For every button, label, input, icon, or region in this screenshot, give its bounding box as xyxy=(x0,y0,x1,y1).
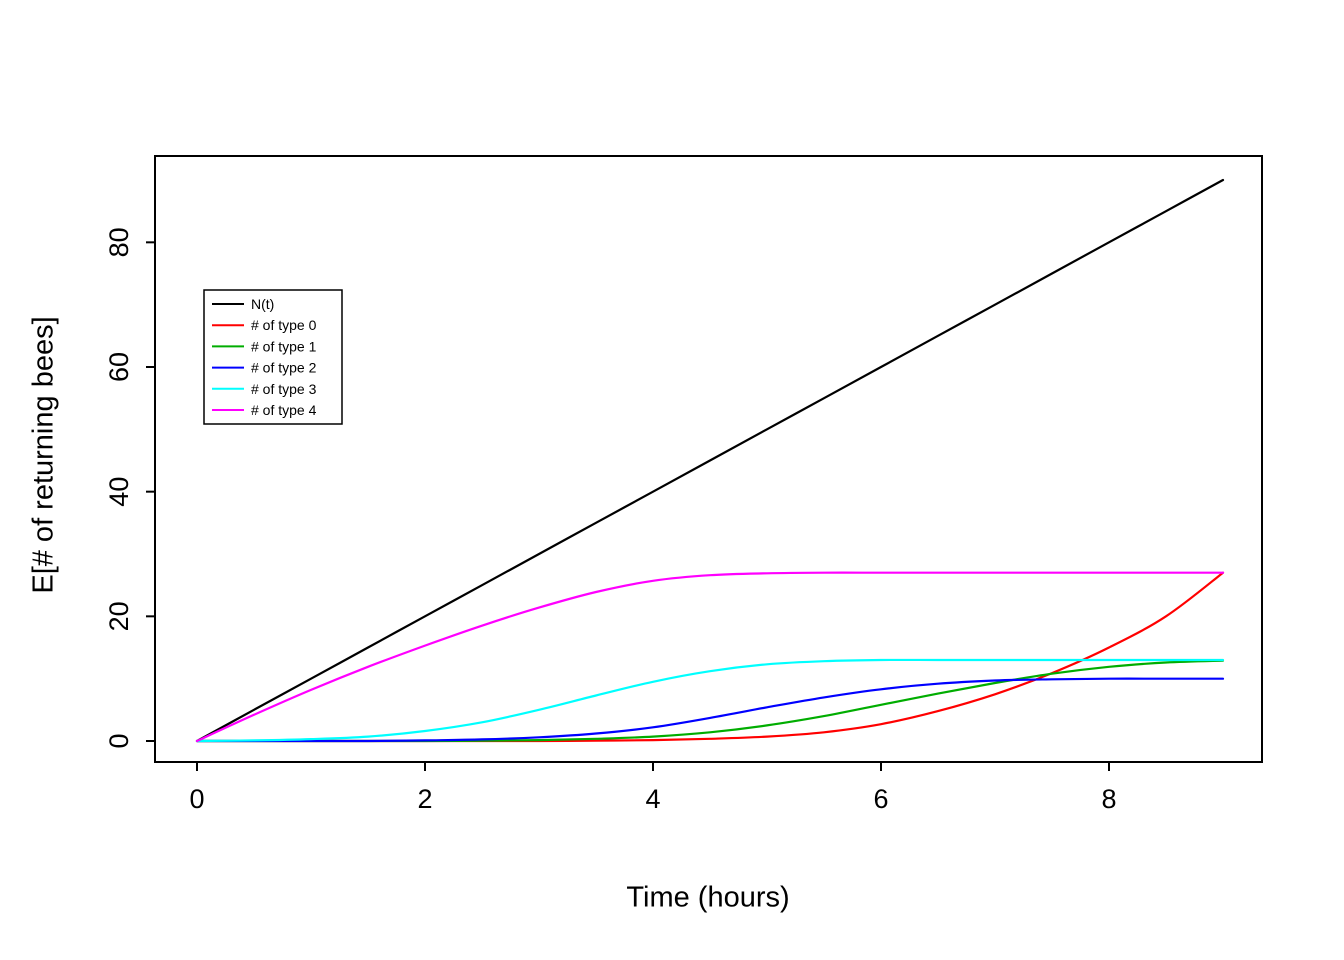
x-tick-label: 2 xyxy=(417,784,432,814)
legend-label-4: # of type 3 xyxy=(251,381,317,397)
x-tick-label: 8 xyxy=(1101,784,1116,814)
plot-box xyxy=(154,155,1263,763)
x-tick-label: 0 xyxy=(189,784,204,814)
y-axis-title: E[# of returning bees] xyxy=(27,316,60,594)
y-tick-label: 80 xyxy=(104,227,134,257)
legend-label-0: N(t) xyxy=(251,296,274,312)
series-line-4 xyxy=(195,658,1225,743)
series-line-0 xyxy=(195,178,1225,743)
legend-box xyxy=(203,289,343,425)
legend-label-2: # of type 1 xyxy=(251,338,317,354)
legend-label-1: # of type 0 xyxy=(251,317,317,333)
x-tick-label: 6 xyxy=(873,784,888,814)
x-axis-title: Time (hours) xyxy=(626,881,790,914)
y-tick-label: 40 xyxy=(104,477,134,507)
series-line-5 xyxy=(195,571,1225,743)
legend-label-5: # of type 4 xyxy=(251,402,317,418)
y-tick-label: 0 xyxy=(104,733,134,748)
y-tick-label: 60 xyxy=(104,352,134,382)
x-tick-label: 4 xyxy=(645,784,660,814)
legend-label-3: # of type 2 xyxy=(251,360,317,376)
series-line-3 xyxy=(195,677,1225,743)
y-tick-label: 20 xyxy=(104,601,134,631)
